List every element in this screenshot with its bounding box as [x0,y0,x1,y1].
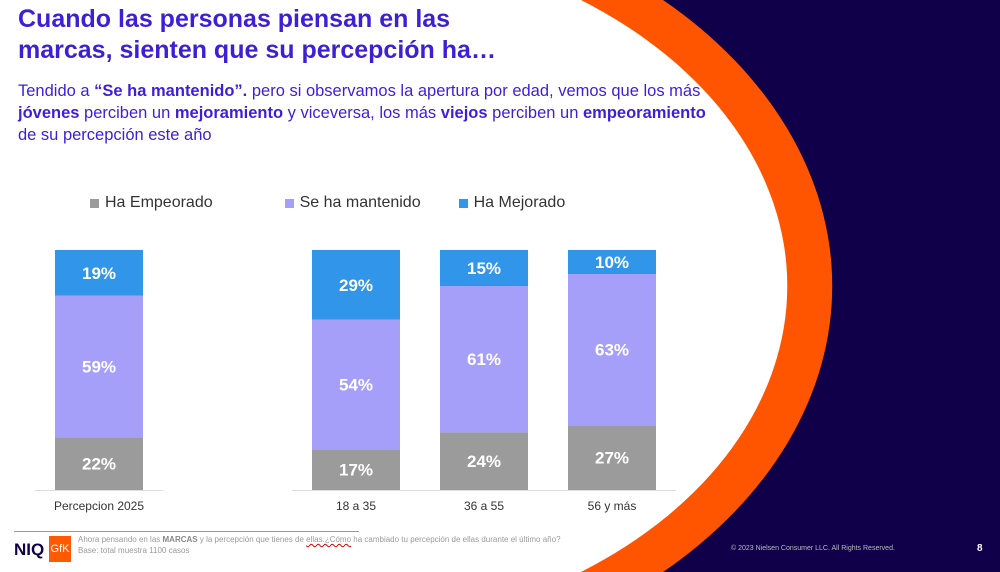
bar-segment [312,319,400,450]
subtitle: Tendido a “Se ha mantenido”. pero si obs… [18,82,706,144]
bar-segment [568,250,656,274]
bar-segment [55,250,143,296]
bar-segment [568,274,656,426]
copyright: © 2023 Nielsen Consumer LLC. All Rights … [731,545,895,552]
category-label: 36 a 55 [464,499,504,513]
bar-segment [440,250,528,286]
data-label: 29% [339,276,373,295]
legend-swatch [90,198,99,208]
data-label: 10% [595,253,629,272]
data-label: 63% [595,341,629,360]
legend-item-mejorado: Ha Mejorado [458,194,566,212]
data-label: 54% [339,375,373,394]
data-label: 15% [467,259,501,278]
legend-swatch [458,198,468,208]
data-label: 17% [339,461,373,480]
data-label: 22% [82,455,116,474]
legend-label: Ha Empeorado [105,194,213,211]
data-label: 24% [467,452,501,471]
footer-divider [14,531,359,532]
category-label: 56 y más [588,499,637,513]
bar-segment [440,432,528,490]
category-label: 18 a 35 [336,499,376,513]
data-label: 61% [467,350,501,369]
footnote: Ahora pensando en las MARCAS y la percep… [78,535,561,555]
gfk-logo: GfK [49,536,71,562]
legend-label: Se ha mantenido [299,194,421,211]
data-label: 59% [82,357,116,376]
bar-segment [312,250,400,320]
niq-logo: NIQ [14,540,45,559]
bar-segment [568,425,656,490]
bar-segment [55,437,143,490]
legend-item-empeorado: Ha Empeorado [90,194,213,212]
legend-label: Ha Mejorado [473,194,566,211]
category-label: Percepcion 2025 [54,499,144,513]
page-title: Cuando las personas piensan en las marcas… [18,5,496,64]
bar-segment [440,286,528,433]
legend-item-mantenido: Se ha mantenido [284,194,421,212]
chart-legend: Ha Empeorado Se ha mantenido Ha Mejorado [90,194,603,212]
bar-segment [312,449,400,490]
page-number: 8 [977,543,983,554]
data-label: 19% [82,264,116,283]
legend-swatch [284,198,294,208]
data-label: 27% [595,449,629,468]
bar-segment [55,295,143,438]
